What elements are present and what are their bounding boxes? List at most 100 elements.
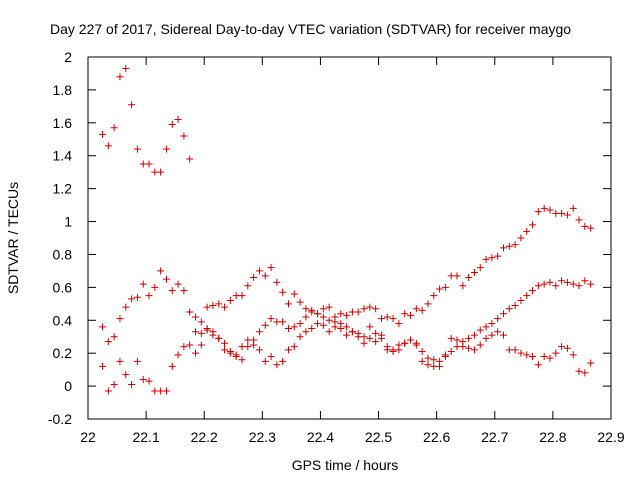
data-point xyxy=(284,325,292,332)
data-point xyxy=(151,283,159,291)
data-point xyxy=(441,283,449,291)
data-point xyxy=(261,321,269,329)
data-point xyxy=(215,300,223,308)
y-tick-label: 0.2 xyxy=(53,345,73,361)
data-point xyxy=(470,269,478,277)
data-point xyxy=(145,377,153,385)
data-point xyxy=(325,303,333,311)
data-point xyxy=(162,387,170,395)
data-point xyxy=(453,336,461,344)
data-point xyxy=(563,344,571,352)
data-point xyxy=(192,328,200,336)
y-tick-label: 2 xyxy=(64,49,72,65)
y-tick-label: 0.4 xyxy=(53,312,73,328)
data-point xyxy=(465,344,473,352)
data-point xyxy=(238,356,246,364)
y-tick-label: 0.6 xyxy=(53,279,73,295)
y-tick-label: 0.8 xyxy=(53,246,73,262)
data-point xyxy=(563,278,571,286)
data-point xyxy=(395,341,403,349)
data-point xyxy=(99,362,107,370)
data-point xyxy=(133,293,141,301)
data-point xyxy=(587,224,595,232)
x-tick-label: 22.5 xyxy=(365,429,392,445)
data-point xyxy=(331,318,339,326)
data-point xyxy=(110,333,118,341)
data-point xyxy=(192,313,200,321)
data-point xyxy=(221,339,229,347)
data-point xyxy=(168,362,176,370)
data-point xyxy=(540,352,548,360)
data-point xyxy=(366,334,374,342)
data-point xyxy=(343,331,351,339)
data-point xyxy=(186,155,194,163)
data-point xyxy=(133,357,141,365)
data-point xyxy=(430,292,438,300)
data-point xyxy=(302,313,310,321)
data-point xyxy=(267,352,275,360)
data-point xyxy=(459,338,467,346)
data-point xyxy=(540,204,548,212)
data-point xyxy=(575,367,583,375)
data-point xyxy=(407,311,415,319)
data-point xyxy=(145,292,153,300)
data-point xyxy=(529,287,537,295)
data-point xyxy=(133,145,141,153)
data-point xyxy=(407,336,415,344)
data-point xyxy=(482,255,490,263)
data-point xyxy=(360,333,368,341)
data-point xyxy=(581,369,589,377)
data-point xyxy=(587,280,595,288)
x-tick-label: 22.9 xyxy=(597,429,624,445)
data-point xyxy=(290,343,298,351)
data-point xyxy=(494,315,502,323)
data-point xyxy=(284,300,292,308)
data-point xyxy=(511,346,519,354)
data-point xyxy=(372,305,380,313)
data-point xyxy=(360,339,368,347)
data-point xyxy=(517,349,525,357)
data-point xyxy=(250,336,258,344)
data-point xyxy=(104,142,112,150)
data-point xyxy=(360,305,368,313)
data-point xyxy=(372,338,380,346)
data-point xyxy=(110,124,118,132)
data-point xyxy=(505,305,513,313)
data-point xyxy=(104,338,112,346)
data-point xyxy=(377,334,385,342)
data-point xyxy=(441,352,449,360)
data-point xyxy=(465,273,473,281)
data-point xyxy=(122,371,130,379)
data-point xyxy=(296,298,304,306)
data-point xyxy=(279,357,287,365)
data-point xyxy=(226,348,234,356)
data-point xyxy=(494,328,502,336)
data-point xyxy=(505,242,513,250)
data-point xyxy=(558,277,566,285)
data-point xyxy=(418,348,426,356)
plot-frame xyxy=(87,56,612,420)
data-point xyxy=(401,339,409,347)
y-tick-label: 1.4 xyxy=(53,148,73,164)
data-point xyxy=(529,352,537,360)
data-point xyxy=(343,311,351,319)
data-point xyxy=(523,351,531,359)
data-point xyxy=(308,325,316,332)
data-point xyxy=(174,351,182,359)
x-axis-label: GPS time / hours xyxy=(292,457,399,473)
data-point xyxy=(436,285,444,293)
data-point xyxy=(273,278,281,286)
x-tick-label: 22.2 xyxy=(191,429,218,445)
data-point xyxy=(546,354,554,362)
data-point xyxy=(372,329,380,337)
data-point xyxy=(395,320,403,328)
y-tick-label: 0 xyxy=(64,378,72,394)
data-point xyxy=(261,272,269,280)
data-point xyxy=(279,318,287,326)
data-point xyxy=(546,278,554,286)
data-point xyxy=(116,357,124,365)
data-point xyxy=(447,334,455,342)
data-point xyxy=(290,290,298,298)
data-point xyxy=(267,264,275,272)
data-point xyxy=(337,310,345,318)
